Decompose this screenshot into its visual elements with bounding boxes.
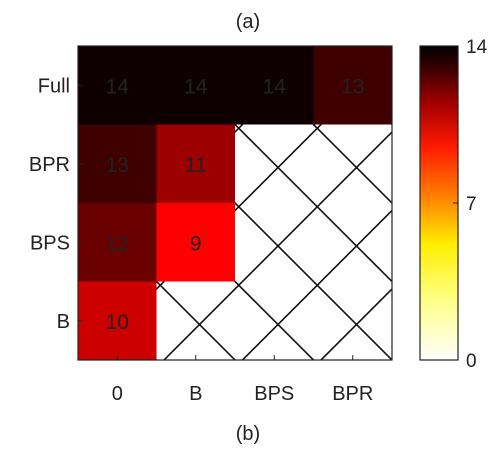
x-axis-tick-labels: 0 B BPS BPR bbox=[112, 355, 373, 405]
cell-value-label: 13 bbox=[341, 75, 364, 98]
colorbar-tick-label: 7 bbox=[466, 194, 477, 215]
cell-value-label: 9 bbox=[190, 232, 202, 255]
heatmap-cell bbox=[78, 281, 157, 360]
y-tick-label: BPR bbox=[29, 154, 70, 176]
hatch-line bbox=[156, 124, 392, 360]
heatmap-cell bbox=[156, 203, 235, 282]
colorbar bbox=[419, 45, 459, 361]
y-tick-label: Full bbox=[38, 75, 70, 97]
hatch-line bbox=[156, 124, 392, 360]
chart-caption: (b) bbox=[236, 423, 260, 445]
cell-value-label: 10 bbox=[106, 311, 129, 334]
x-tick-label: BPR bbox=[332, 383, 373, 405]
cell-value-label: 13 bbox=[106, 154, 129, 177]
cell-value-label: 12 bbox=[106, 232, 129, 255]
y-tick-label: BPS bbox=[30, 232, 70, 254]
x-tick-label: BPS bbox=[254, 383, 294, 405]
cell-value-label: 14 bbox=[184, 75, 208, 98]
heatmap-cell bbox=[313, 46, 392, 125]
heatmap-cell bbox=[156, 124, 235, 203]
colorbar-tick-label: 0 bbox=[466, 351, 477, 372]
heatmap-cell bbox=[78, 46, 157, 125]
hatch-line bbox=[0, 46, 7, 446]
heatmap-cell bbox=[78, 203, 157, 282]
heatmap-cell bbox=[156, 46, 235, 125]
cell-value-label: 14 bbox=[106, 75, 130, 98]
heatmap-cells bbox=[78, 46, 392, 360]
x-tick-label: 0 bbox=[112, 383, 123, 405]
cell-value-label: 14 bbox=[263, 75, 287, 98]
x-tick-label: B bbox=[189, 383, 202, 405]
plot-frame bbox=[77, 45, 393, 361]
colorbar-tick-labels: 0 7 14 bbox=[453, 37, 488, 372]
heatmap-cell bbox=[235, 46, 314, 125]
cell-value-label: 11 bbox=[185, 154, 207, 177]
y-tick-label: B bbox=[57, 311, 70, 333]
colorbar-tick-label: 14 bbox=[466, 37, 488, 58]
heatmap-cell bbox=[78, 124, 157, 203]
hatch-line bbox=[471, 46, 496, 446]
cell-value-labels: 14 14 14 13 13 11 12 9 10 bbox=[106, 75, 365, 334]
chart-title: (a) bbox=[236, 11, 260, 33]
hatch-line bbox=[471, 46, 496, 446]
y-axis-tick-labels: Full BPR BPS B bbox=[29, 75, 83, 333]
hatch-line bbox=[0, 46, 7, 446]
